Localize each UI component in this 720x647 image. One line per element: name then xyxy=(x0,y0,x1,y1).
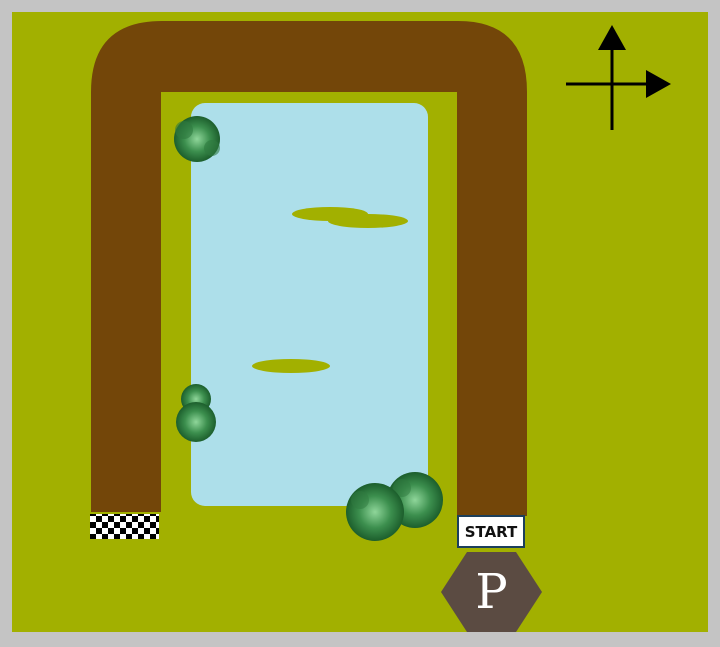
start-marker: START xyxy=(457,515,525,548)
bush-icon xyxy=(176,402,216,442)
lily-pad xyxy=(252,359,330,373)
compass-arrows-icon xyxy=(566,25,671,130)
bush-icon xyxy=(174,116,220,162)
road-track xyxy=(91,21,527,516)
pond xyxy=(191,103,428,506)
parking-sign-icon[interactable] xyxy=(441,552,542,632)
finish-line xyxy=(90,514,159,539)
bush-icon xyxy=(346,483,404,541)
lily-pad xyxy=(328,214,408,228)
